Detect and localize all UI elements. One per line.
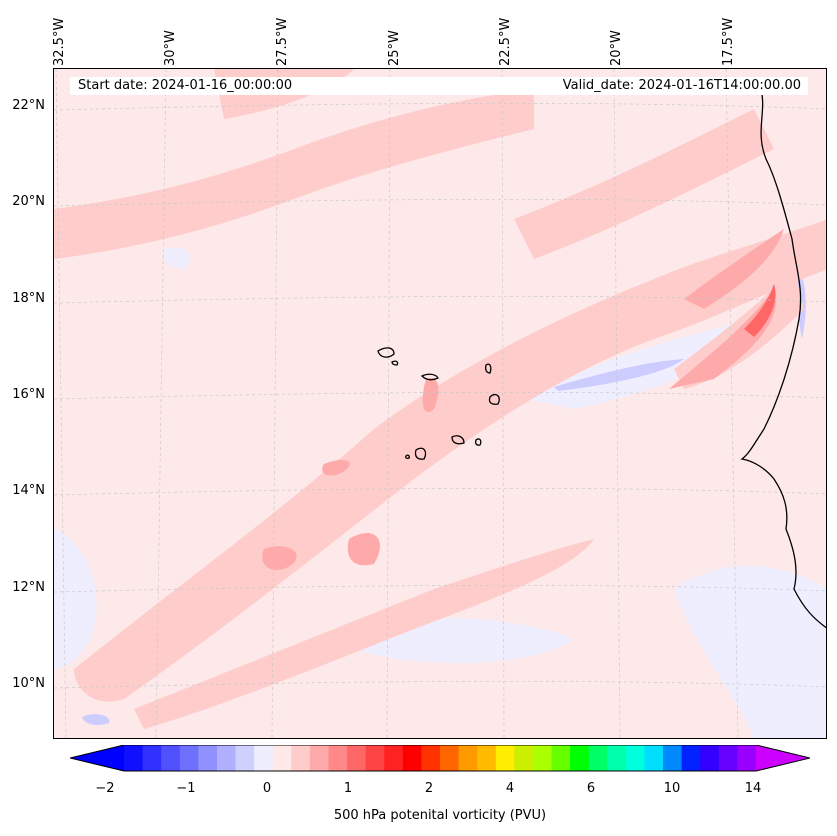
colorbar-segment xyxy=(291,745,311,771)
date-info-bar xyxy=(70,77,808,95)
lat-label-10n: 10°N xyxy=(12,676,45,691)
red-band-south xyxy=(134,539,594,729)
pv-contour-field xyxy=(54,69,826,738)
colorbar-segment xyxy=(737,745,757,771)
colorbar-segment xyxy=(216,745,237,771)
lon-label-27.5w: 27.5°W xyxy=(275,17,290,66)
colorbar-segment xyxy=(309,745,329,771)
colorbar-max-arrow xyxy=(756,745,810,771)
colorbar-segment xyxy=(644,745,664,771)
colorbar-segment xyxy=(495,745,515,771)
colorbar-segment xyxy=(384,745,404,771)
medium-red-east xyxy=(669,289,776,389)
blue-patch-west xyxy=(54,529,97,669)
colorbar-segment xyxy=(663,745,683,771)
red-band-main xyxy=(74,219,826,702)
colorbar-min-arrow xyxy=(70,745,124,771)
cbar-tick: 0 xyxy=(262,781,272,796)
colorbar-segment xyxy=(402,745,422,771)
lat-label-12n: 12°N xyxy=(12,580,45,595)
colorbar-segment xyxy=(142,745,162,771)
african-coastline xyxy=(740,82,826,629)
valid-date-label: Valid_date: 2024-01-16T14:00:00.00 xyxy=(562,78,801,93)
lat-label-22n: 22°N xyxy=(12,98,45,113)
colorbar-segment xyxy=(161,745,181,771)
colorbar-segment xyxy=(458,745,478,771)
lat-label-16n: 16°N xyxy=(12,387,45,402)
colorbar-segment xyxy=(700,745,720,771)
lat-label-20n: 20°N xyxy=(12,194,45,209)
red-band-ne xyxy=(514,109,774,259)
colorbar-segment xyxy=(625,745,645,771)
colorbar-outline xyxy=(70,745,810,772)
medium-red-center3 xyxy=(322,459,350,476)
colorbar-label: 500 hPa potenital vorticity (PVU) xyxy=(333,808,547,823)
lon-label-32.5w: 32.5°W xyxy=(52,17,67,66)
medium-red-ne xyxy=(684,229,784,309)
cbar-tick: −2 xyxy=(95,781,115,796)
cape-verde-islands xyxy=(377,347,500,460)
colorbar-segment xyxy=(551,745,571,771)
lon-label-17.5w: 17.5°W xyxy=(721,17,736,66)
colorbar-segment xyxy=(681,745,701,771)
blue-band-center xyxy=(554,359,684,391)
colorbar-segment xyxy=(179,745,199,771)
cbar-tick: −1 xyxy=(176,781,196,796)
colorbar-segment xyxy=(365,745,385,771)
colorbar-segment xyxy=(328,745,348,771)
lon-label-22.5w: 22.5°W xyxy=(498,17,513,66)
colorbar-segment xyxy=(440,745,460,771)
lat-label-18n: 18°N xyxy=(12,291,45,306)
colorbar-segment xyxy=(198,745,218,771)
colorbar-segment xyxy=(254,745,274,771)
blue-patch-sw xyxy=(82,714,110,725)
lon-label-20w: 20°W xyxy=(609,30,624,66)
colorbar-segment xyxy=(607,745,627,771)
cbar-tick: 2 xyxy=(424,781,434,796)
colorbar-segment xyxy=(272,745,292,771)
blue-patch-se xyxy=(674,565,826,738)
colorbar xyxy=(70,745,810,772)
cbar-tick: 6 xyxy=(586,781,596,796)
medium-red-center xyxy=(262,546,297,570)
colorbar-segment xyxy=(570,745,590,771)
colorbar-segment xyxy=(588,745,608,771)
colorbar-segment xyxy=(514,745,534,771)
cbar-tick: 14 xyxy=(744,781,762,796)
map-panel xyxy=(53,68,827,739)
strong-red-core xyxy=(744,284,776,337)
colorbar-segment xyxy=(477,745,497,771)
colorbar-segment xyxy=(235,745,255,771)
lon-label-30w: 30°W xyxy=(163,30,178,66)
colorbar-segment xyxy=(347,745,367,771)
red-band-north xyxy=(54,89,534,259)
lon-label-25w: 25°W xyxy=(387,30,402,66)
blue-patch-nw xyxy=(162,247,191,269)
medium-red-center2 xyxy=(347,533,380,566)
colorbar-segment xyxy=(124,745,144,771)
cbar-tick: 4 xyxy=(505,781,515,796)
medium-red-island xyxy=(422,378,439,413)
start-date-label: Start date: 2024-01-16_00:00:00 xyxy=(78,78,293,93)
lat-label-14n: 14°N xyxy=(12,483,45,498)
colorbar-segment xyxy=(718,745,738,771)
colorbar-segment xyxy=(532,745,553,771)
gridlines xyxy=(54,69,826,738)
cbar-tick: 10 xyxy=(663,781,681,796)
colorbar-segment xyxy=(421,745,441,771)
cbar-tick: 1 xyxy=(343,781,353,796)
